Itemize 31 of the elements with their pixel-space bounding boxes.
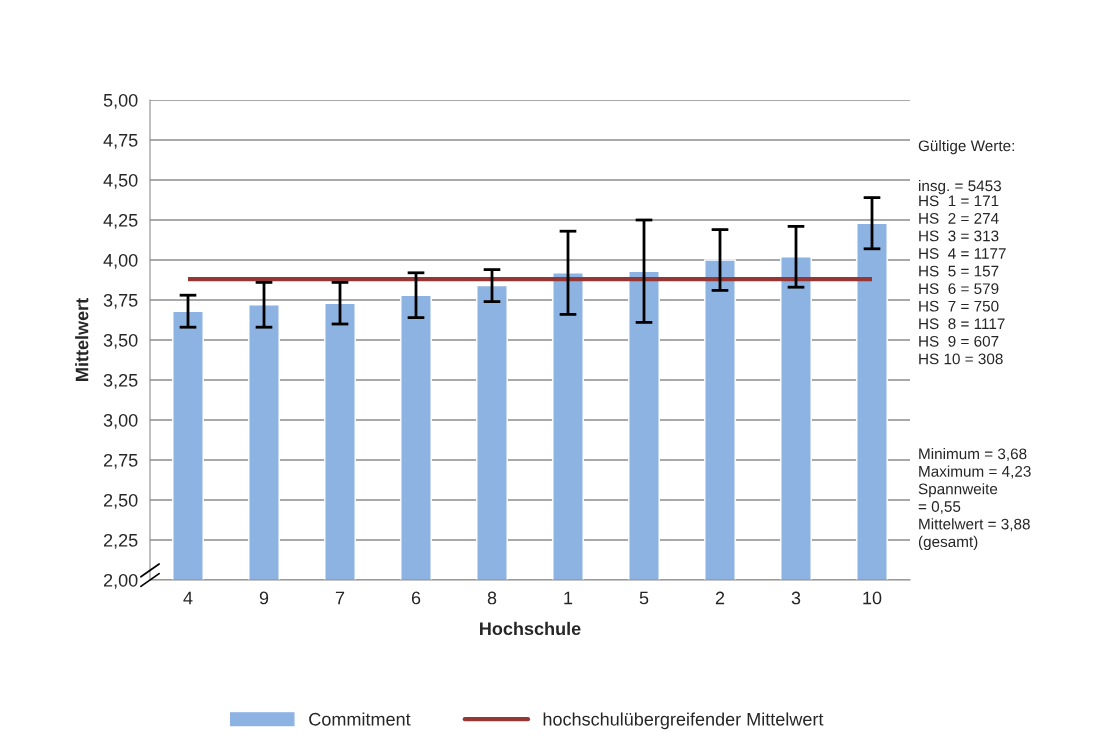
y-tick-label: 4,75 (103, 134, 138, 149)
y-tick-label: 2,25 (103, 533, 138, 549)
text: Minimum = 3,68 Maximum = 4,23 Spannweite = 0,55 Mittelwert = 3,88 (gesamt) (918, 448, 1031, 551)
text: HS 1 = 171 HS 2 = 274 HS 3 = 313 HS 4 = 1177 HS 5 = 157 HS 6 = 579 HS 7 = 750 HS 8 = 1117 HS 9 = 607 HS 10 = 308 (919, 195, 1006, 365)
x-tick-label: 1 (564, 591, 573, 605)
x-tick-label: 4 (183, 591, 193, 605)
x-tick-label: 5 (639, 591, 649, 605)
x-tick-label: 2 (715, 591, 725, 605)
legend-label: hochschulübergreifender Mittelwert (543, 712, 824, 730)
y-tick-label: 3,75 (103, 293, 138, 309)
x-tick-label: 10 (863, 591, 882, 605)
y-tick-label: 3,25 (103, 373, 138, 389)
y-tick-label: 3,00 (103, 413, 138, 429)
x-tick-label: 8 (487, 591, 497, 605)
text: insg. = 5453 (919, 180, 1001, 195)
y-tick-label: 2,50 (103, 493, 138, 509)
text: Gültige Werte: (918, 140, 1014, 155)
x-axis-title: Hochschule (480, 621, 581, 636)
y-tick-label: 5,00 (103, 93, 138, 109)
legend-label: Commitment (309, 712, 411, 726)
y-axis-title: Mittelwert (75, 298, 89, 381)
x-tick-label: 6 (411, 591, 421, 605)
y-tick-label: 4,50 (103, 173, 138, 189)
y-tick-label: 2,75 (103, 453, 138, 469)
y-tick-label: 2,00 (103, 573, 138, 589)
y-tick-label: 4,00 (103, 253, 138, 269)
y-tick-label: 3,50 (103, 333, 138, 349)
x-tick-label: 7 (335, 591, 345, 605)
y-tick-label: 4,25 (103, 213, 138, 229)
x-tick-label: 9 (259, 591, 269, 605)
x-tick-label: 3 (791, 591, 801, 605)
